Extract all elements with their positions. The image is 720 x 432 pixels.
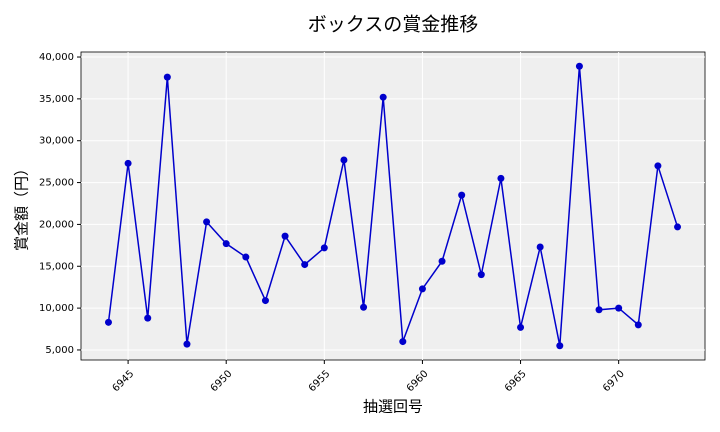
point xyxy=(615,304,623,312)
point xyxy=(104,318,112,326)
point xyxy=(360,303,368,311)
point xyxy=(261,297,269,305)
point xyxy=(320,244,328,252)
y-tick-label: 30,000 xyxy=(39,136,74,147)
point xyxy=(497,174,505,182)
point xyxy=(595,306,603,314)
x-tick-label: 6965 xyxy=(503,368,529,394)
y-tick-label: 40,000 xyxy=(39,52,74,63)
point xyxy=(144,314,152,322)
point xyxy=(281,232,289,240)
point xyxy=(340,156,348,164)
y-tick-label: 5,000 xyxy=(45,345,74,356)
point xyxy=(222,240,230,248)
point xyxy=(242,253,250,261)
point xyxy=(183,340,191,348)
point xyxy=(634,321,642,329)
plot-area xyxy=(80,51,706,361)
y-tick-label: 20,000 xyxy=(39,219,74,230)
point xyxy=(163,73,171,81)
point xyxy=(654,162,662,170)
point xyxy=(517,323,525,331)
point xyxy=(203,218,211,226)
point xyxy=(418,285,426,293)
point xyxy=(458,191,466,199)
x-tick-label: 6950 xyxy=(209,368,235,394)
y-tick-label: 10,000 xyxy=(39,303,74,314)
point xyxy=(399,338,407,346)
x-axis-label: 抽選回号 xyxy=(363,398,423,416)
y-tick-label: 35,000 xyxy=(39,94,74,105)
y-axis-label: 賞金額（円） xyxy=(13,161,31,251)
point xyxy=(438,257,446,265)
x-tick-label: 6960 xyxy=(405,368,431,394)
point xyxy=(379,93,387,101)
point xyxy=(477,271,485,279)
y-tick-label: 25,000 xyxy=(39,178,74,189)
point xyxy=(301,261,309,269)
line xyxy=(107,66,679,346)
chart-title: ボックスの賞金推移 xyxy=(308,14,478,36)
point xyxy=(674,223,682,231)
x-tick-label: 6955 xyxy=(307,368,333,394)
x-tick-label: 6945 xyxy=(111,368,137,394)
point xyxy=(575,62,583,70)
y-tick-label: 15,000 xyxy=(39,261,74,272)
point xyxy=(556,342,564,350)
point xyxy=(536,243,544,251)
x-tick-label: 6970 xyxy=(601,368,627,394)
point xyxy=(124,159,132,167)
